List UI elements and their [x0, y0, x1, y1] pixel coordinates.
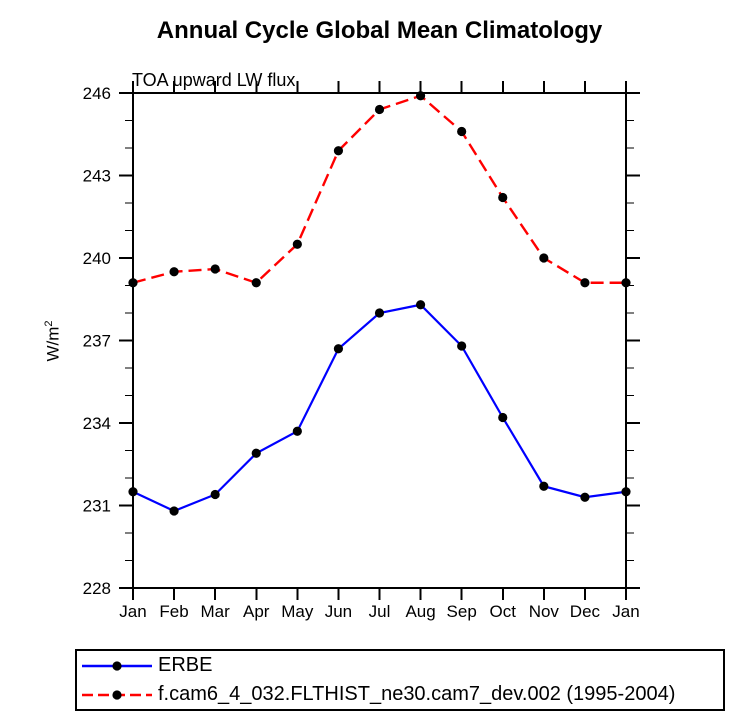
cam7-model-data-point — [539, 253, 549, 263]
x-tick-label: Jan — [612, 602, 639, 621]
erbe-data-point — [498, 412, 508, 423]
legend-item-cam7-model: f.cam6_4_032.FLTHIST_ne30.cam7_dev.002 (… — [80, 681, 723, 708]
erbe-data-point — [169, 506, 179, 516]
cam7-model-data-point — [128, 278, 138, 288]
cam7-model-data-point — [210, 264, 220, 274]
legend-marker-dot — [112, 660, 122, 671]
legend-label: ERBE — [158, 654, 213, 676]
legend-line-sample — [82, 689, 152, 700]
erbe-data-point — [210, 489, 220, 500]
x-tick-label: Sep — [447, 602, 477, 621]
x-tick-label: Aug — [405, 602, 435, 621]
plot-border — [132, 92, 627, 589]
x-tick-label: Jan — [119, 602, 146, 621]
x-tick-label: Dec — [570, 602, 601, 621]
x-tick-label: Nov — [529, 602, 560, 621]
x-tick-label: Apr — [243, 602, 270, 621]
legend-line-sample — [82, 660, 152, 671]
erbe-data-point — [539, 481, 549, 491]
chart-title: Annual Cycle Global Mean Climatology — [156, 17, 603, 44]
erbe-data-point — [374, 308, 385, 318]
y-tick-label: 228 — [83, 579, 111, 598]
y-tick-label: 246 — [83, 84, 111, 103]
cam7-model-data-point — [580, 278, 590, 288]
cam7-model-data-point — [169, 267, 179, 277]
cam7-model-data-point — [621, 278, 631, 288]
x-tick-label: Feb — [159, 602, 188, 621]
erbe-data-point — [251, 448, 261, 458]
cam7-model-data-point — [498, 192, 508, 203]
y-tick-label: 231 — [83, 496, 111, 515]
x-tick-label: Mar — [201, 602, 231, 621]
erbe-data-point — [415, 300, 426, 310]
legend-item-erbe: ERBE — [80, 652, 723, 679]
erbe-series-line — [132, 303, 627, 513]
cam7-model-data-point — [333, 146, 344, 156]
cam7-model-data-point — [292, 239, 302, 249]
y-tick-label: 234 — [83, 414, 111, 433]
y-tick-label: 243 — [83, 166, 111, 185]
y-tick-label: 240 — [83, 249, 111, 268]
cam7-model-data-point — [251, 278, 261, 288]
x-tick-label: May — [281, 602, 314, 621]
cam7-model-data-point — [457, 126, 467, 137]
cam7-model-data-point — [374, 104, 385, 115]
x-tick-label: Jun — [325, 602, 352, 621]
erbe-data-point — [580, 492, 590, 502]
cam7-model-data-point — [415, 91, 426, 101]
y-tick-label: 237 — [83, 331, 111, 350]
erbe-data-point — [457, 341, 467, 351]
chart-subtitle: TOA upward LW flux — [132, 70, 296, 90]
x-tick-label: Oct — [490, 602, 517, 621]
erbe-data-point — [621, 487, 631, 497]
legend-label: f.cam6_4_032.FLTHIST_ne30.cam7_dev.002 (… — [158, 683, 676, 705]
legend-marker-dot — [112, 689, 122, 700]
erbe-data-point — [292, 426, 302, 436]
erbe-data-point — [128, 487, 138, 497]
cam7-model-series-line — [132, 94, 626, 285]
legend-box: ERBE f.cam6_4_032.FLTHIST_ne30.cam7_dev.0… — [75, 649, 725, 711]
erbe-data-point — [333, 344, 344, 354]
x-tick-label: Jul — [369, 602, 391, 621]
